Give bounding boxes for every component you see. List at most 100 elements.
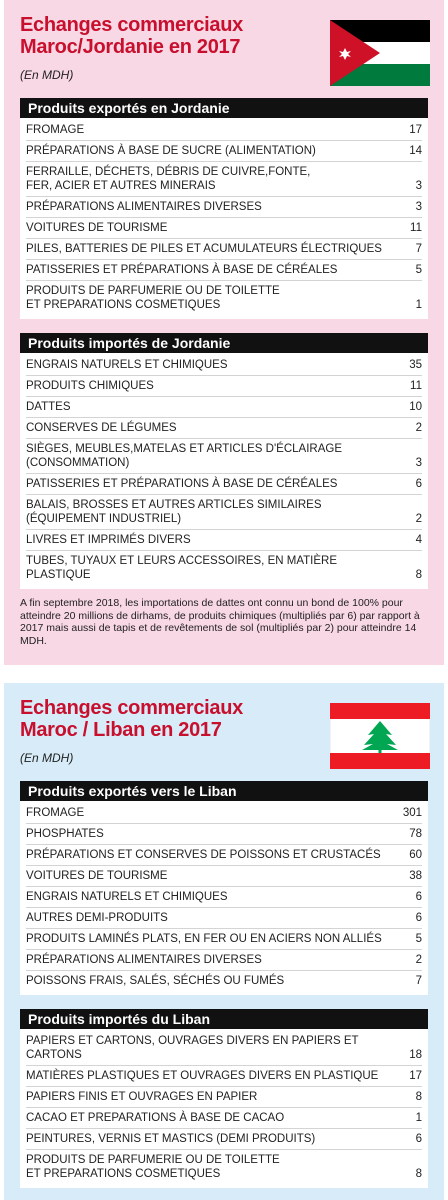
table-row: PRODUITS DE PARFUMERIE OU DE TOILETTE ET… [26,281,422,315]
table-row: TUBES, TUYAUX ET LEURS ACCESSOIRES, EN M… [26,551,422,585]
row-value: 5 [415,264,422,276]
row-value: 38 [409,870,422,882]
table-row: ENGRAIS NATURELS ET CHIMIQUES 6 [26,887,422,908]
row-value: 1 [415,1112,422,1124]
row-value: 78 [409,828,422,840]
table-row: CACAO ET PREPARATIONS À BASE DE CACAO 1 [26,1108,422,1129]
table-row: VOITURES DE TOURISME 38 [26,866,422,887]
table: FROMAGE 301 PHOSPHATES 78 PRÉPARATIONS ET CO… [20,801,428,995]
section: Produits importés du Liban PAPIERS ET CAR… [20,1009,428,1188]
row-value: 3 [415,201,422,213]
table-row: PATISSERIES ET PRÉPARATIONS À BASE DE CÉ… [26,474,422,495]
row-label: PILES, BATTERIES DE PILES ET ACUMULATEUR… [26,243,382,255]
jordan-flag [330,20,430,86]
row-value: 17 [409,124,422,136]
row-label: POISSONS FRAIS, SALÉS, SÉCHÉS OU FUMÉS [26,975,285,987]
section-heading: Produits exportés vers le Liban [20,781,428,801]
row-value: 7 [415,243,422,255]
table-row: CONSERVES DE LÉGUMES 2 [26,418,422,439]
row-label: PAPIERS ET CARTONS, OUVRAGES DIVERS EN P… [26,1035,359,1061]
table-row: ENGRAIS NATURELS ET CHIMIQUES 35 [26,355,422,376]
row-value: 2 [415,513,422,525]
row-label: LIVRES ET IMPRIMÉS DIVERS [26,534,191,546]
unit: (En MDH) [20,68,74,82]
title: Echanges commerciaux Maroc / Liban en 20… [20,697,243,741]
row-label: FERRAILLE, DÉCHETS, DÉBRIS DE CUIVRE,FON… [26,166,311,192]
table: ENGRAIS NATURELS ET CHIMIQUES 35 PRODUITS … [20,353,428,589]
row-label: PATISSERIES ET PRÉPARATIONS À BASE DE CÉ… [26,478,338,490]
row-label: PRÉPARATIONS À BASE DE SUCRE (ALIMENTATI… [26,145,316,157]
row-label: PRÉPARATIONS ALIMENTAIRES DIVERSES [26,954,262,966]
row-value: 1 [415,299,422,311]
table-row: POISSONS FRAIS, SALÉS, SÉCHÉS OU FUMÉS 7 [26,971,422,991]
row-label: CACAO ET PREPARATIONS À BASE DE CACAO [26,1112,285,1124]
section: Produits exportés vers le Liban FROMAGE 30… [20,781,428,995]
row-value: 2 [415,422,422,434]
table-row: PRÉPARATIONS ET CONSERVES DE POISSONS ET… [26,845,422,866]
table-row: PAPIERS ET CARTONS, OUVRAGES DIVERS EN P… [26,1031,422,1066]
jordan-panel: Echanges commerciaux Maroc/Jordanie en 2… [4,0,444,665]
row-label: VOITURES DE TOURISME [26,870,168,882]
title: Echanges commerciaux Maroc/Jordanie en 2… [20,14,243,58]
row-label: PRODUITS LAMINÉS PLATS, EN FER OU EN ACI… [26,933,382,945]
row-label: ENGRAIS NATURELS ET CHIMIQUES [26,359,228,371]
row-value: 3 [415,457,422,469]
table-row: PEINTURES, VERNIS ET MASTICS (DEMI PRODU… [26,1129,422,1150]
row-label: BALAIS, BROSSES ET AUTRES ARTICLES SIMIL… [26,499,322,525]
section: Produits importés de Jordanie ENGRAIS NAT… [20,333,428,589]
section-heading: Produits importés de Jordanie [20,333,428,353]
row-value: 60 [409,849,422,861]
table-row: PRODUITS DE PARFUMERIE OU DE TOILETTE ET… [26,1150,422,1184]
unit: (En MDH) [20,751,74,765]
table-row: PATISSERIES ET PRÉPARATIONS À BASE DE CÉ… [26,260,422,281]
row-label: PRODUITS CHIMIQUES [26,380,154,392]
row-value: 18 [409,1049,422,1061]
row-label: PRÉPARATIONS ET CONSERVES DE POISSONS ET… [26,849,381,861]
table-row: VOITURES DE TOURISME 11 [26,218,422,239]
row-value: 5 [415,933,422,945]
table-row: FERRAILLE, DÉCHETS, DÉBRIS DE CUIVRE,FON… [26,162,422,197]
table-row: DATTES 10 [26,397,422,418]
table-row: PRÉPARATIONS ALIMENTAIRES DIVERSES 2 [26,950,422,971]
row-label: FROMAGE [26,124,85,136]
row-label: PHOSPHATES [26,828,104,840]
row-label: PRODUITS DE PARFUMERIE OU DE TOILETTE ET… [26,285,280,311]
sections: Produits exportés en Jordanie FROMAGE 17 PR… [20,98,428,589]
row-value: 11 [410,222,422,234]
row-label: TUBES, TUYAUX ET LEURS ACCESSOIRES, EN M… [26,555,337,581]
row-label: AUTRES DEMI-PRODUITS [26,912,168,924]
row-value: 6 [415,891,422,903]
row-value: 14 [409,145,422,157]
row-label: PAPIERS FINIS ET OUVRAGES EN PAPIER [26,1091,258,1103]
row-label: SIÈGES, MEUBLES,MATELAS ET ARTICLES D'ÉC… [26,443,342,469]
row-value: 6 [415,478,422,490]
row-value: 10 [409,401,422,413]
note: A fin septembre 2018, les importations d… [20,597,420,647]
row-label: PRODUITS DE PARFUMERIE OU DE TOILETTE ET… [26,1154,280,1180]
table-row: FROMAGE 301 [26,803,422,824]
row-value: 8 [415,569,422,581]
row-value: 3 [415,180,422,192]
table-row: PRÉPARATIONS ALIMENTAIRES DIVERSES 3 [26,197,422,218]
table-row: PRÉPARATIONS À BASE DE SUCRE (ALIMENTATI… [26,141,422,162]
section-heading: Produits exportés en Jordanie [20,98,428,118]
table-row: MATIÈRES PLASTIQUES ET OUVRAGES DIVERS E… [26,1066,422,1087]
table-row: PHOSPHATES 78 [26,824,422,845]
row-value: 6 [415,1133,422,1145]
row-value: 35 [409,359,422,371]
table: PAPIERS ET CARTONS, OUVRAGES DIVERS EN P… [20,1029,428,1188]
table-row: BALAIS, BROSSES ET AUTRES ARTICLES SIMIL… [26,495,422,530]
row-value: 8 [415,1091,422,1103]
row-label: FROMAGE [26,807,85,819]
table-row: PRODUITS CHIMIQUES 11 [26,376,422,397]
sections: Produits exportés vers le Liban FROMAGE 30… [20,781,428,1188]
row-label: PEINTURES, VERNIS ET MASTICS (DEMI PRODU… [26,1133,316,1145]
table: FROMAGE 17 PRÉPARATIONS À BASE DE SUCRE (A… [20,118,428,319]
row-value: 6 [415,912,422,924]
row-label: MATIÈRES PLASTIQUES ET OUVRAGES DIVERS E… [26,1070,379,1082]
table-row: PAPIERS FINIS ET OUVRAGES EN PAPIER 8 [26,1087,422,1108]
row-label: VOITURES DE TOURISME [26,222,168,234]
row-label: PRÉPARATIONS ALIMENTAIRES DIVERSES [26,201,262,213]
row-label: ENGRAIS NATURELS ET CHIMIQUES [26,891,228,903]
